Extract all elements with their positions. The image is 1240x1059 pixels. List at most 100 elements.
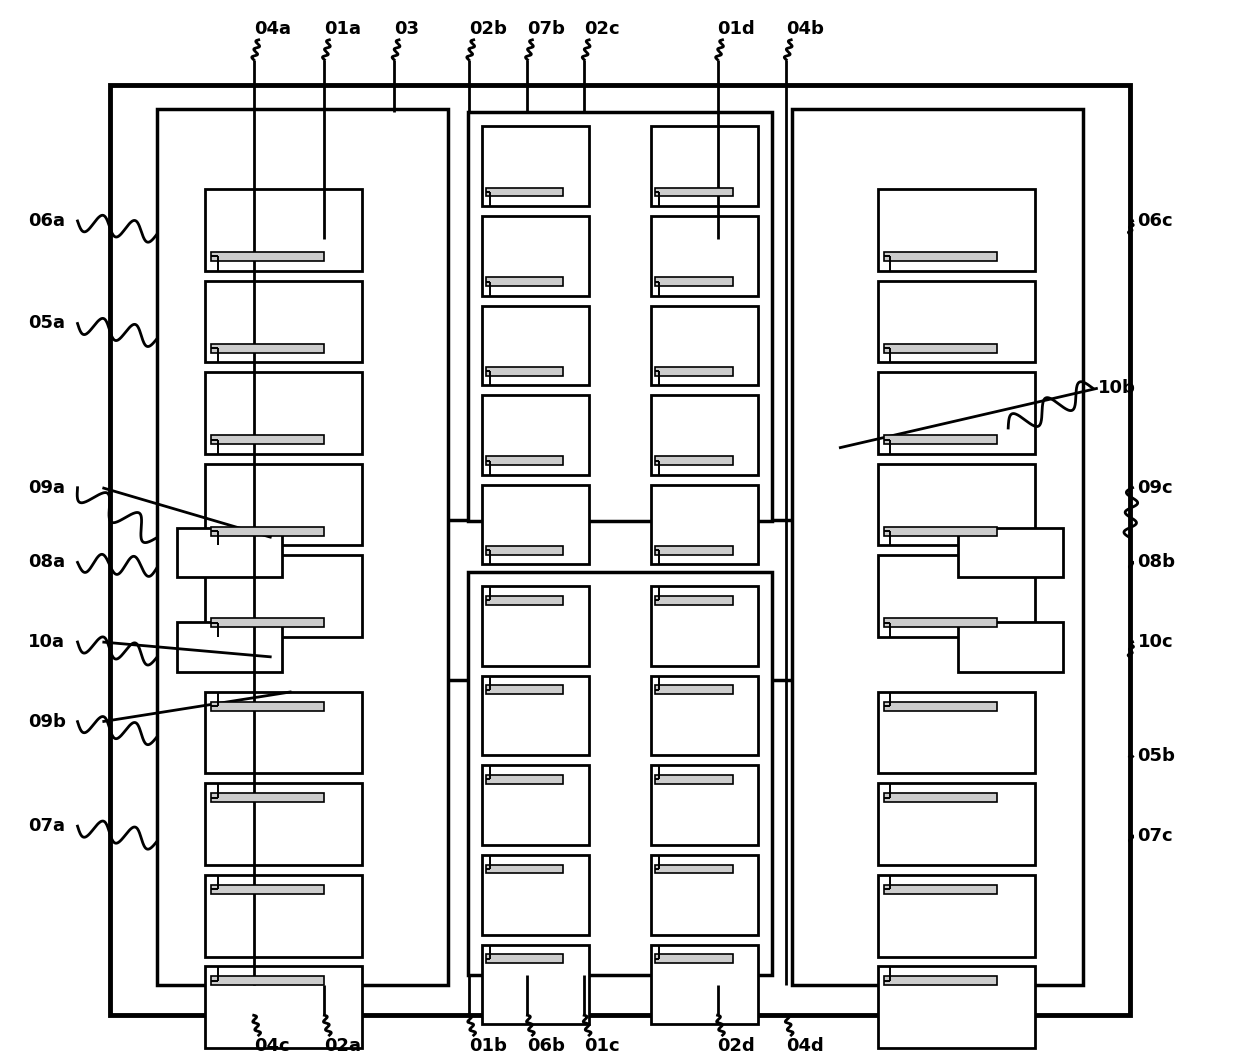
Text: 07b: 07b (527, 20, 565, 38)
Bar (655, 685, 733, 694)
Bar (651, 485, 759, 564)
Text: 10c: 10c (1137, 633, 1173, 651)
Bar (157, 109, 448, 986)
Bar (481, 766, 589, 845)
Text: 09b: 09b (27, 713, 66, 731)
Bar (211, 435, 325, 444)
Bar (884, 526, 997, 536)
Bar (481, 306, 589, 385)
Bar (792, 109, 1083, 986)
Bar (211, 884, 325, 894)
Bar (177, 622, 281, 671)
Bar (651, 676, 759, 755)
Bar (651, 126, 759, 207)
Text: 01c: 01c (584, 1037, 620, 1055)
Bar (959, 622, 1063, 671)
Bar (481, 587, 589, 666)
Bar (205, 464, 362, 545)
Bar (655, 596, 733, 605)
Bar (878, 555, 1035, 638)
Bar (655, 954, 733, 963)
Bar (486, 366, 563, 376)
Text: 10a: 10a (27, 633, 64, 651)
Bar (655, 864, 733, 874)
Bar (655, 775, 733, 784)
Bar (655, 456, 733, 465)
Text: 02d: 02d (718, 1037, 755, 1055)
Text: 01b: 01b (469, 1037, 507, 1055)
Bar (486, 864, 563, 874)
Bar (486, 187, 563, 197)
Bar (486, 277, 563, 286)
Text: 09c: 09c (1137, 479, 1173, 497)
Bar (651, 395, 759, 474)
Text: 10b: 10b (1097, 379, 1136, 397)
Bar (884, 701, 997, 711)
Bar (651, 306, 759, 385)
Text: 01d: 01d (718, 20, 755, 38)
Bar (651, 216, 759, 295)
Bar (211, 976, 325, 985)
Bar (481, 855, 589, 935)
Bar (655, 546, 733, 555)
Bar (205, 281, 362, 362)
Text: 06a: 06a (27, 212, 64, 230)
Bar (655, 187, 733, 197)
Bar (177, 527, 281, 577)
Bar (486, 546, 563, 555)
Text: 08a: 08a (27, 554, 64, 572)
Text: 03: 03 (394, 20, 419, 38)
Bar (878, 967, 1035, 1048)
Bar (884, 618, 997, 627)
Text: 02c: 02c (584, 20, 620, 38)
Bar (486, 456, 563, 465)
Bar (878, 692, 1035, 773)
Text: 08b: 08b (1137, 554, 1176, 572)
Bar (486, 596, 563, 605)
Bar (655, 366, 733, 376)
Bar (467, 572, 773, 975)
Bar (211, 793, 325, 802)
Text: 04c: 04c (254, 1037, 289, 1055)
Bar (486, 775, 563, 784)
Bar (878, 281, 1035, 362)
Text: 06c: 06c (1137, 212, 1173, 230)
Bar (205, 555, 362, 638)
Bar (481, 216, 589, 295)
Text: 01a: 01a (325, 20, 361, 38)
Bar (878, 190, 1035, 271)
Text: 07c: 07c (1137, 827, 1173, 845)
Bar (486, 685, 563, 694)
Bar (651, 766, 759, 845)
Bar (884, 435, 997, 444)
Text: 05a: 05a (27, 315, 64, 333)
Bar (205, 784, 362, 865)
Bar (481, 485, 589, 564)
Bar (878, 464, 1035, 545)
Text: 06b: 06b (527, 1037, 565, 1055)
Text: 04a: 04a (254, 20, 290, 38)
Bar (205, 875, 362, 956)
Bar (481, 395, 589, 474)
Bar (878, 784, 1035, 865)
Bar (651, 945, 759, 1024)
Bar (211, 618, 325, 627)
Bar (211, 526, 325, 536)
Bar (884, 252, 997, 261)
Bar (481, 126, 589, 207)
Text: 09a: 09a (27, 479, 64, 497)
Bar (110, 85, 1130, 1016)
Bar (211, 252, 325, 261)
Text: 05b: 05b (1137, 748, 1176, 766)
Text: 02a: 02a (325, 1037, 361, 1055)
Bar (467, 112, 773, 521)
Bar (211, 701, 325, 711)
Text: 04d: 04d (786, 1037, 823, 1055)
Bar (205, 373, 362, 454)
Bar (481, 945, 589, 1024)
Text: 02b: 02b (469, 20, 507, 38)
Bar (205, 967, 362, 1048)
Text: 04b: 04b (786, 20, 825, 38)
Bar (486, 954, 563, 963)
Text: 07a: 07a (27, 818, 64, 836)
